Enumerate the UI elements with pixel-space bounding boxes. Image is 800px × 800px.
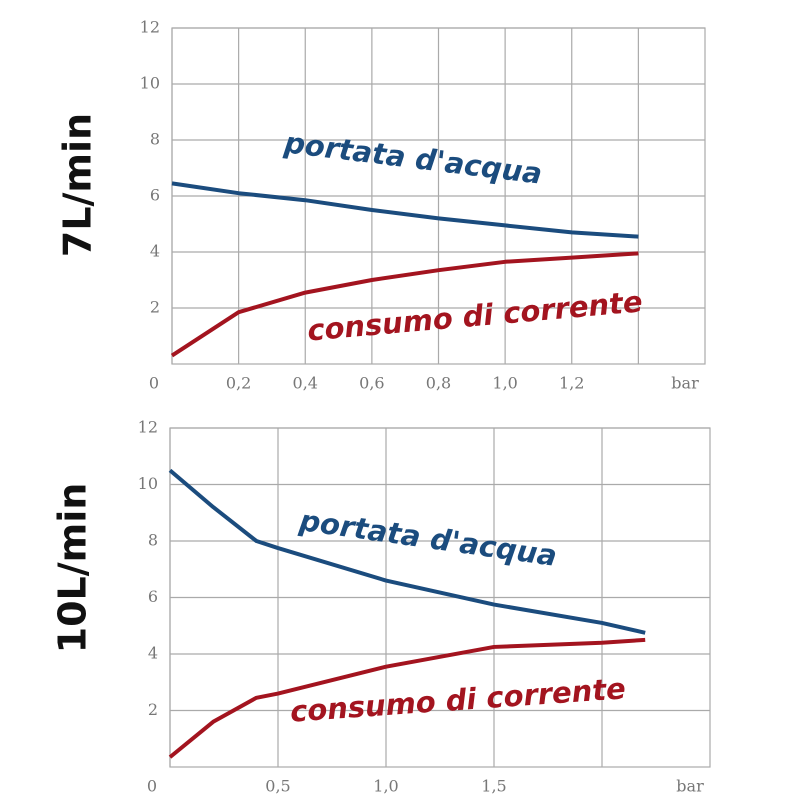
x-tick-label: 0 bbox=[149, 374, 159, 393]
y-tick-label: 8 bbox=[148, 531, 158, 550]
x-tick-label: 0,6 bbox=[359, 374, 384, 393]
series-label: portata d'acqua bbox=[297, 503, 560, 573]
x-tick-label: 0,2 bbox=[226, 374, 251, 393]
x-tick-label: 0,8 bbox=[426, 374, 451, 393]
data-line bbox=[168, 468, 646, 635]
data-line bbox=[170, 251, 639, 358]
side-label: 7L/min bbox=[56, 113, 100, 257]
x-tick-label: 0,4 bbox=[293, 374, 318, 393]
x-axis-label: bar bbox=[671, 374, 699, 393]
y-tick-label: 4 bbox=[150, 242, 160, 261]
y-tick-label: 4 bbox=[148, 644, 158, 663]
x-tick-label: 1,5 bbox=[481, 777, 506, 796]
y-tick-label: 8 bbox=[150, 130, 160, 149]
data-line bbox=[171, 181, 639, 239]
y-tick-label: 2 bbox=[148, 700, 158, 719]
data-line bbox=[168, 637, 646, 759]
x-tick-label: 1,2 bbox=[559, 374, 584, 393]
x-tick-label: 0,5 bbox=[265, 777, 290, 796]
x-tick-label: 1,0 bbox=[373, 777, 398, 796]
x-tick-label: 1,0 bbox=[492, 374, 517, 393]
side-label: 10L/min bbox=[51, 483, 95, 654]
series-label: consumo di corrente bbox=[306, 284, 644, 347]
y-tick-label: 10 bbox=[140, 74, 160, 93]
y-tick-label: 12 bbox=[138, 418, 158, 437]
x-tick-label: 0 bbox=[147, 777, 157, 796]
y-tick-label: 6 bbox=[150, 186, 160, 205]
y-tick-label: 12 bbox=[140, 18, 160, 37]
y-tick-label: 10 bbox=[138, 474, 158, 493]
x-axis-label: bar bbox=[676, 777, 704, 796]
y-tick-label: 2 bbox=[150, 298, 160, 317]
y-tick-label: 6 bbox=[148, 587, 158, 606]
